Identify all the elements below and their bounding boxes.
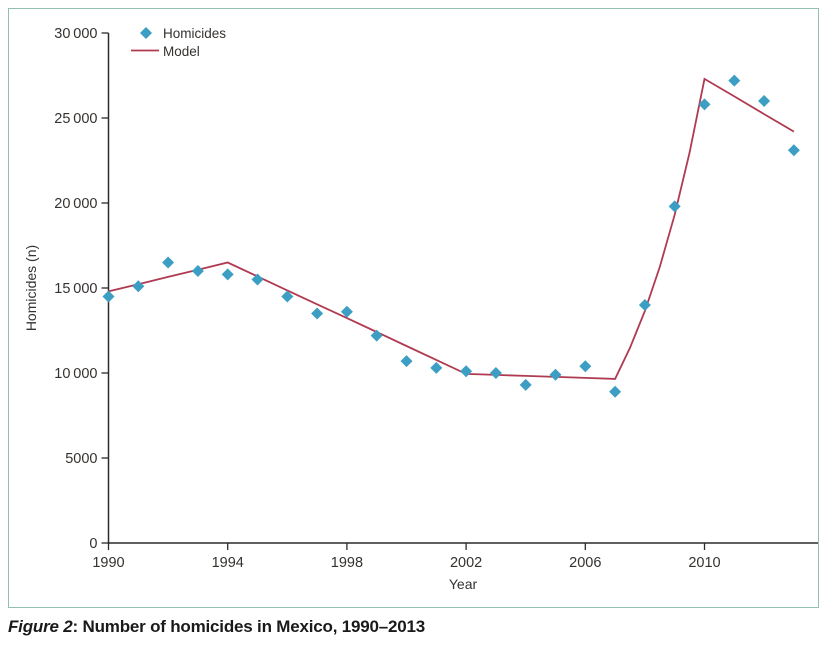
data-point-2013 [787,144,800,157]
data-point-2001 [430,361,443,374]
data-point-2003 [489,367,502,379]
data-point-2009 [668,200,681,213]
y-tick-label-5000: 5000 [65,451,97,467]
data-point-1994 [221,268,234,281]
chart-frame [8,8,819,608]
x-tick-label-1994: 1994 [212,555,244,571]
data-point-1992 [162,256,175,269]
data-point-1998 [340,305,353,318]
data-point-1995 [251,273,264,286]
y-tick-label-10000: 10 000 [54,366,97,382]
x-axis-title: Year [448,576,478,592]
data-point-1993 [191,265,204,277]
y-tick-label-15000: 15 000 [54,281,97,297]
x-tick-label-1998: 1998 [331,555,363,571]
data-point-2006 [579,360,592,373]
y-axis-title: Homicides (n) [23,244,39,332]
data-point-2010 [698,98,711,111]
data-point-1997 [311,307,324,320]
legend-label-model: Model [163,44,200,59]
y-tick-label-30000: 30 000 [54,26,97,42]
data-point-2007 [609,385,622,398]
caption-text: : Number of homicides in Mexico, 1990–20… [72,617,426,636]
data-point-2004 [519,378,532,391]
caption-figure-number: Figure 2 [8,617,73,636]
data-point-2002 [460,365,473,378]
x-tick-label-2010: 2010 [688,555,720,571]
x-tick-label-2002: 2002 [450,555,482,571]
legend-diamond-icon [140,27,152,39]
data-point-1996 [281,290,294,303]
model-line [108,77,795,380]
data-point-2000 [400,355,413,368]
data-point-2012 [758,95,771,107]
data-point-1991 [132,280,145,293]
x-tick-label-1990: 1990 [92,555,124,571]
data-point-2011 [728,74,741,87]
y-tick-label-25000: 25 000 [54,111,97,127]
legend-label-homicides: Homicides [163,26,227,41]
x-tick-label-2006: 2006 [569,555,601,571]
y-tick-label-20000: 20 000 [54,196,97,212]
data-point-1999 [370,329,383,342]
data-point-1990 [102,290,115,303]
figure-caption: Figure 2: Number of homicides in Mexico,… [8,617,425,637]
data-point-2008 [638,299,651,311]
data-point-2005 [549,368,562,381]
y-tick-label-0: 0 [89,536,97,552]
